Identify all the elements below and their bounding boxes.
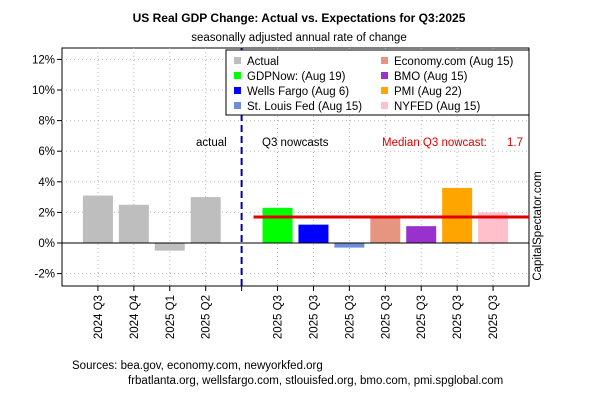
y-tick-label: 6% (38, 146, 55, 158)
x-tick-label: 2024 Q4 (129, 294, 141, 339)
bar (190, 197, 221, 243)
legend: Actual GDPNow: (Aug 19) Wells Fargo (Aug 6… (225, 49, 530, 116)
x-tick-label: 2025 Q1 (165, 295, 177, 339)
bar (298, 224, 329, 243)
x-tick-label: 2025 Q3 (416, 295, 428, 339)
y-tick-label: 2% (38, 207, 55, 219)
bar (370, 216, 401, 243)
y-tick-label: 4% (38, 177, 55, 189)
legend-label: Economy.com (Aug 15) (394, 56, 513, 68)
bar (118, 204, 149, 243)
legend-swatch (381, 102, 388, 109)
watermark-text: CapitalSpectator.com (532, 171, 544, 280)
x-tick-label: 2025 Q3 (488, 295, 500, 339)
legend-swatch (381, 57, 388, 64)
bar (334, 243, 365, 248)
legend-label: Actual (247, 56, 279, 68)
legend-swatch (234, 57, 241, 64)
bar (82, 195, 113, 243)
actual-annotation: actual (196, 137, 227, 149)
legend-swatch (381, 72, 388, 79)
legend-label: BMO (Aug 15) (394, 71, 468, 83)
legend-box (225, 49, 530, 116)
y-tick-label: 0% (38, 238, 55, 250)
x-tick-label: 2025 Q3 (380, 295, 392, 339)
x-tick-label: 2025 Q3 (273, 295, 285, 339)
median-value: 1.7 (507, 137, 523, 149)
bar (406, 226, 437, 243)
median-annotation: Median Q3 nowcast: (382, 137, 487, 149)
legend-label: PMI (Aug 22) (394, 86, 462, 98)
legend-swatch (234, 87, 241, 94)
chart-title: US Real GDP Change: Actual vs. Expectati… (133, 11, 466, 25)
x-tick-label: 2025 Q3 (452, 295, 464, 339)
y-tick-label: 10% (32, 85, 55, 97)
x-tick-label: 2024 Q3 (93, 295, 105, 339)
bar (442, 187, 473, 243)
sources-line-2: frbatlanta.org, wellsfargo.com, stlouisf… (128, 375, 503, 387)
legend-swatch (234, 72, 241, 79)
chart-subtitle: seasonally adjusted annual rate of chang… (191, 32, 406, 44)
bar (262, 207, 293, 243)
legend-label: GDPNow: (Aug 19) (247, 71, 346, 83)
sources-line-1: Sources: bea.gov, economy.com, newyorkfe… (72, 360, 323, 372)
legend-swatch (381, 87, 388, 94)
y-axis: -2% 0% 2% 4% 6% 8% 10% 12% (32, 54, 62, 281)
legend-label: NYFED (Aug 15) (394, 101, 480, 113)
x-tick-label: 2025 Q3 (344, 295, 356, 339)
x-tick-label: 2025 Q2 (201, 295, 213, 339)
legend-label: St. Louis Fed (Aug 15) (247, 101, 362, 113)
x-axis: 2024 Q3 2024 Q4 2025 Q1 2025 Q2 2025 Q3 2025 … (93, 286, 500, 339)
nowcasts-annotation: Q3 nowcasts (262, 137, 329, 149)
y-tick-label: -2% (35, 269, 55, 281)
y-tick-label: 12% (32, 54, 55, 66)
x-tick-label: 2025 Q3 (308, 295, 320, 339)
bar (154, 243, 185, 251)
legend-swatch (234, 102, 241, 109)
legend-label: Wells Fargo (Aug 6) (247, 86, 349, 98)
y-tick-label: 8% (38, 116, 55, 128)
bars (82, 187, 509, 251)
